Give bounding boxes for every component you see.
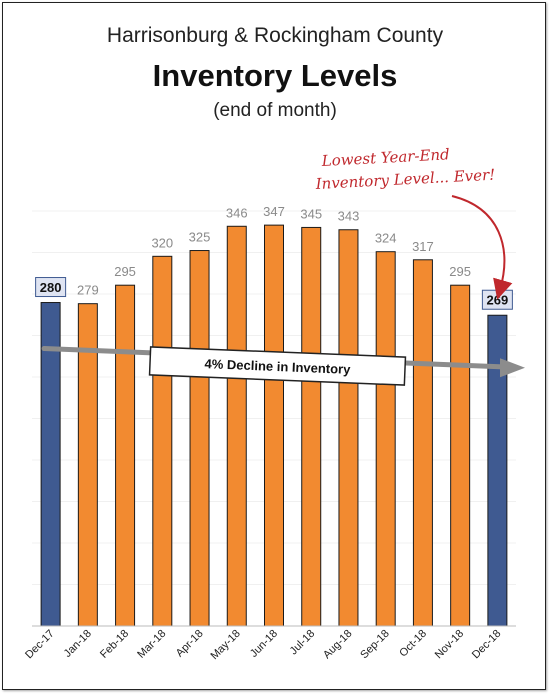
bar-jul-18 — [301, 226, 322, 627]
bar-feb-18 — [115, 284, 136, 627]
annotation-arrow — [451, 195, 513, 300]
data-label: 279 — [77, 283, 99, 298]
chart-title-region: Harrisonburg & Rockingham County — [106, 24, 444, 47]
data-label: 280 — [40, 280, 62, 295]
chart-subtitle: (end of month) — [213, 100, 337, 121]
data-label: 346 — [226, 205, 248, 220]
bar-jun-18 — [264, 224, 284, 627]
bar-nov-18 — [450, 284, 471, 627]
x-tick-label: Feb-18 — [98, 628, 131, 661]
x-tick-label: Jul-18 — [288, 628, 318, 658]
annotation-note-line: Lowest Year-End — [320, 145, 450, 170]
bars — [40, 224, 508, 627]
annotation-note-line: Inventory Level... Ever! — [314, 166, 495, 193]
data-label: 343 — [338, 209, 360, 224]
data-label: 295 — [449, 264, 471, 279]
bar-sep-18 — [375, 251, 396, 627]
data-label: 347 — [263, 204, 285, 219]
x-tick-label: Sep-18 — [358, 628, 392, 662]
data-labels: 280 279 295 320 325 346 347 345 343 324 317 295 269 — [35, 204, 513, 310]
bar-oct-18 — [412, 259, 433, 627]
x-tick-label: Oct-18 — [397, 628, 429, 660]
x-tick-label: Nov-18 — [433, 628, 467, 662]
x-tick-label: May-18 — [208, 628, 242, 662]
x-tick-label: Mar-18 — [135, 628, 168, 661]
chart-title: Inventory Levels — [152, 58, 398, 93]
trend-label-box: 4% Decline in Inventory — [148, 346, 407, 386]
bar-aug-18 — [338, 229, 359, 627]
trend-arrow: 4% Decline in Inventory — [41, 346, 525, 386]
trend-arrow-head — [500, 358, 525, 378]
data-label: 269 — [487, 293, 509, 308]
trend-label-frame — [148, 346, 407, 386]
bar-may-18 — [226, 225, 247, 627]
data-label: 295 — [114, 264, 136, 279]
x-tick-labels: Dec-17 Jan-18 Feb-18 Mar-18 Apr-18 May-18 Jun-… — [23, 628, 503, 662]
data-label: 317 — [412, 239, 434, 254]
x-tick-label: Jan-18 — [62, 628, 94, 660]
bar-mar-18 — [152, 255, 173, 627]
data-label: 320 — [151, 235, 173, 250]
x-tick-label: Dec-17 — [23, 628, 57, 662]
x-tick-label: Aug-18 — [321, 628, 355, 662]
x-tick-label: Dec-18 — [470, 628, 504, 662]
data-label: 324 — [375, 231, 397, 246]
data-label: 325 — [189, 230, 211, 245]
data-label: 345 — [300, 206, 322, 221]
data-label-box — [35, 277, 67, 298]
x-tick-label: Apr-18 — [174, 628, 206, 660]
bar-apr-18 — [189, 250, 210, 627]
x-tick-label: Jun-18 — [248, 628, 280, 660]
trend-label: 4% Decline in Inventory — [204, 356, 351, 377]
